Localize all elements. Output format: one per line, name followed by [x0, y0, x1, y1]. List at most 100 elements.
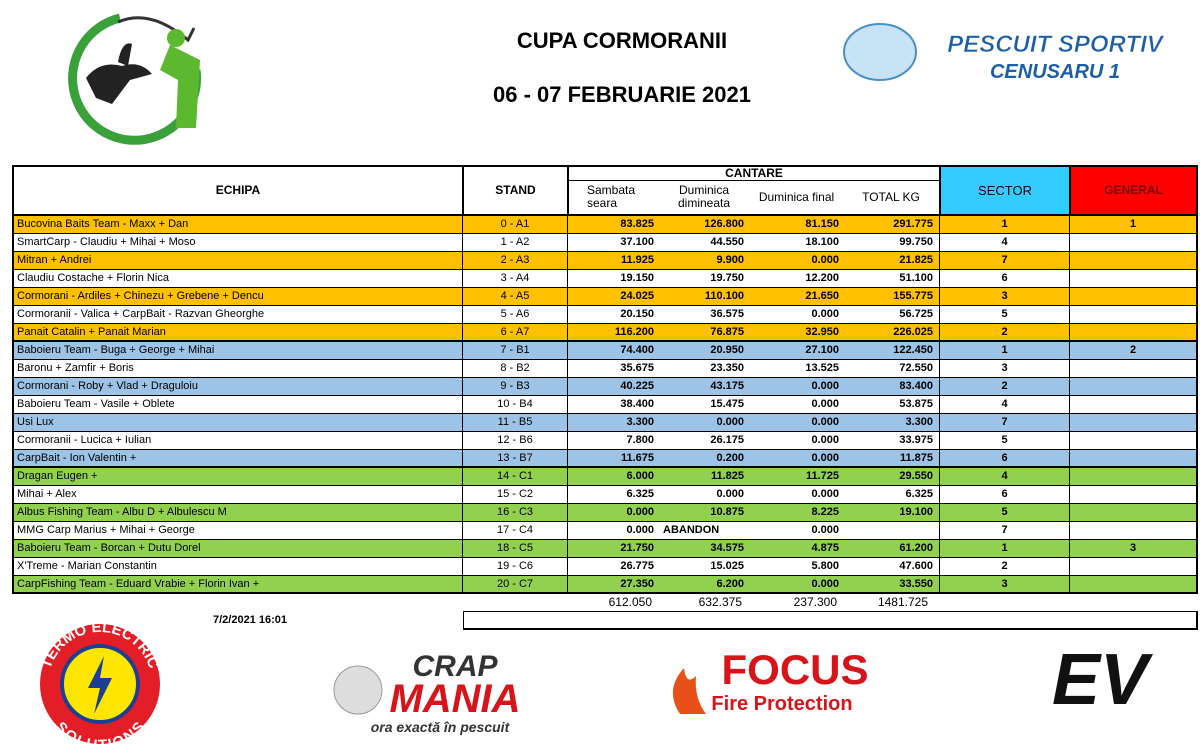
cell: 6 [940, 450, 1070, 468]
cell: 44.550 [660, 234, 750, 252]
cell: 3.300 [845, 414, 940, 432]
cell: 0.200 [660, 450, 750, 468]
cell: 1 [940, 342, 1070, 360]
cell [1070, 270, 1198, 288]
cell: 0.000 [750, 432, 845, 450]
total: 237.300 [793, 595, 837, 609]
cell: 2 [940, 378, 1070, 396]
cell [1070, 522, 1198, 540]
cell: 12 - B6 [463, 432, 568, 450]
cell [845, 522, 940, 540]
cell: 56.725 [845, 306, 940, 324]
cell: CarpBait - Ion Valentin + [12, 450, 463, 468]
cell: 51.100 [845, 270, 940, 288]
right-logo: PESCUIT SPORTIV CENUSARU 1 [843, 23, 1165, 83]
cell [1070, 252, 1198, 270]
cell [1070, 576, 1198, 594]
cell [1070, 450, 1198, 468]
cell: ABANDON [660, 522, 750, 540]
crap-name1: CRAP [412, 650, 498, 683]
cell: 3 [940, 360, 1070, 378]
cell: 26.775 [568, 558, 660, 576]
logo-line1: PESCUIT SPORTIV [947, 31, 1165, 58]
cell: 10.875 [660, 504, 750, 522]
cell: 110.100 [660, 288, 750, 306]
ev-logo: EV [1052, 640, 1154, 720]
cell: 4 - A5 [463, 288, 568, 306]
header-group: CANTARE [568, 165, 940, 181]
focus-tagline: Fire Protection [711, 693, 852, 715]
cell: 34.575 [660, 540, 750, 558]
cell: 12.200 [750, 270, 845, 288]
cell: 6 [940, 270, 1070, 288]
cell: 0.000 [750, 306, 845, 324]
focus-name: FOCUS [722, 646, 869, 693]
cell: 21.650 [750, 288, 845, 306]
cell: 15 - C2 [463, 486, 568, 504]
cell: 5 - A6 [463, 306, 568, 324]
crap-logo: CRAP MANIA ora exactă în pescuit [333, 650, 521, 735]
cell [1070, 414, 1198, 432]
focus-logo: FOCUS Fire Protection [672, 646, 869, 715]
cell [1070, 396, 1198, 414]
cell: 4.875 [750, 540, 845, 558]
cell: 74.400 [568, 342, 660, 360]
cell: MMG Carp Marius + Mihai + George [12, 522, 463, 540]
cell: 0.000 [750, 252, 845, 270]
cell: 0.000 [660, 414, 750, 432]
cell: 27.100 [750, 342, 845, 360]
cell: 5 [940, 306, 1070, 324]
cell: Claudiu Costache + Florin Nica [12, 270, 463, 288]
cell: 81.150 [750, 216, 845, 234]
cell: 3.300 [568, 414, 660, 432]
cell: 11.725 [750, 468, 845, 486]
cell: 7.800 [568, 432, 660, 450]
header-stand: STAND [463, 165, 568, 216]
cell: 0.000 [660, 486, 750, 504]
cell: 29.550 [845, 468, 940, 486]
cell: 2 - A3 [463, 252, 568, 270]
cell: Mitran + Andrei [12, 252, 463, 270]
cell: SmartCarp - Claudiu + Mihai + Moso [12, 234, 463, 252]
cell: 20 - C7 [463, 576, 568, 594]
cell: 19.750 [660, 270, 750, 288]
footer-graphics: TERMO ELECTRIC SOLUTIONS CRAP MANIA ora … [38, 619, 1154, 744]
header-team: ECHIPA [12, 165, 463, 216]
cell: 9.900 [660, 252, 750, 270]
logo-line2: CENUSARU 1 [990, 61, 1120, 83]
cell: 122.450 [845, 342, 940, 360]
cell: 20.950 [660, 342, 750, 360]
cell: Mihai + Alex [12, 486, 463, 504]
cell: 3 - A4 [463, 270, 568, 288]
cell [1070, 360, 1198, 378]
cell: 35.675 [568, 360, 660, 378]
cell: Cormorani - Ardiles + Chinezu + Grebene … [12, 288, 463, 306]
cell: Baboieru Team - Buga + George + Mihai [12, 342, 463, 360]
cell: 8.225 [750, 504, 845, 522]
header-day1: Sambata seara [568, 180, 660, 216]
cell: 83.400 [845, 378, 940, 396]
cell: 99.750 [845, 234, 940, 252]
cell: 0 - A1 [463, 216, 568, 234]
cell: 19.150 [568, 270, 660, 288]
cell: 61.200 [845, 540, 940, 558]
cell: 40.225 [568, 378, 660, 396]
crap-name2: MANIA [389, 677, 520, 721]
header-day2: Duminica dimineata [660, 180, 750, 216]
cell [1070, 558, 1198, 576]
cell: 1 - A2 [463, 234, 568, 252]
cell: Baronu + Zamfir + Boris [12, 360, 463, 378]
cell: 18.100 [750, 234, 845, 252]
cell [1070, 378, 1198, 396]
cell [1070, 486, 1198, 504]
date: 06 - 07 FEBRUARIE 2021 [493, 82, 751, 107]
cell: 116.200 [568, 324, 660, 342]
cell: 43.175 [660, 378, 750, 396]
cell: 7 [940, 414, 1070, 432]
crap-tagline: ora exactă în pescuit [371, 719, 511, 735]
cell: 291.775 [845, 216, 940, 234]
cell: 0.000 [750, 414, 845, 432]
cell: 37.100 [568, 234, 660, 252]
title: CUPA CORMORANII [517, 28, 727, 53]
cell: 33.975 [845, 432, 940, 450]
